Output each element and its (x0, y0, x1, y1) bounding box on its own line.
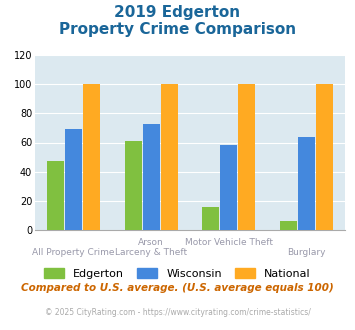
Text: Burglary: Burglary (287, 248, 326, 257)
Text: All Property Crime: All Property Crime (33, 248, 115, 257)
Text: © 2025 CityRating.com - https://www.cityrating.com/crime-statistics/: © 2025 CityRating.com - https://www.city… (45, 308, 310, 317)
Text: 2019 Edgerton: 2019 Edgerton (114, 5, 241, 20)
Bar (316, 84, 333, 230)
Text: Compared to U.S. average. (U.S. average equals 100): Compared to U.S. average. (U.S. average … (21, 283, 334, 293)
Legend: Edgerton, Wisconsin, National: Edgerton, Wisconsin, National (40, 264, 315, 283)
Text: Property Crime Comparison: Property Crime Comparison (59, 22, 296, 37)
Text: Arson: Arson (138, 238, 164, 247)
Bar (161, 84, 178, 230)
Bar (220, 146, 237, 230)
Bar (83, 84, 100, 230)
Bar (298, 137, 315, 230)
Bar (143, 123, 160, 230)
Bar (65, 129, 82, 230)
Text: Larceny & Theft: Larceny & Theft (115, 248, 187, 257)
Bar (239, 84, 256, 230)
Bar (125, 141, 142, 230)
Text: Motor Vehicle Theft: Motor Vehicle Theft (185, 238, 273, 247)
Bar (279, 221, 296, 230)
Bar (47, 161, 64, 230)
Bar (202, 207, 219, 230)
